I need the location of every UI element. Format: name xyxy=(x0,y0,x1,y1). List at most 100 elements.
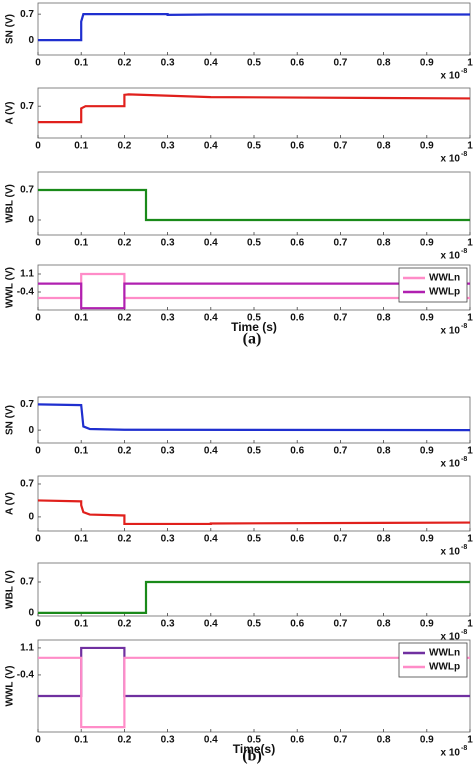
x-tick-label: 0.6 xyxy=(290,446,304,457)
x-tick-label: 0.2 xyxy=(117,141,131,152)
subplot: 0 0.1 0.2 0.3 0.4 0.5 0.6 0.7 0.8 0.9 1 0 0.7 WBL (V)… xyxy=(5,562,473,643)
x-tick-label: 0 xyxy=(35,238,41,249)
x-exponent: -8 xyxy=(461,544,467,551)
legend-label: WWLp xyxy=(429,662,460,673)
x-tick-label: 0.1 xyxy=(74,534,88,545)
x-tick-label: 0.8 xyxy=(377,238,391,249)
x-multiplier: x 10 xyxy=(441,326,461,337)
y-tick-label: 0 xyxy=(28,512,34,523)
plot-area xyxy=(37,396,471,444)
x-tick-label: 0.9 xyxy=(420,446,434,457)
plot-area xyxy=(37,562,471,617)
x-tick-label: 0.3 xyxy=(161,58,175,69)
x-tick-label: 0.5 xyxy=(247,735,261,746)
x-tick-label: 0.4 xyxy=(204,735,218,746)
x-tick-label: 0 xyxy=(35,313,41,324)
x-tick-label: 0.8 xyxy=(377,735,391,746)
x-tick-label: 0.1 xyxy=(74,238,88,249)
series-line xyxy=(38,646,470,698)
x-tick-label: 0.8 xyxy=(377,619,391,630)
x-tick-label: 0.9 xyxy=(420,141,434,152)
x-tick-label: 0.3 xyxy=(161,534,175,545)
x-tick-label: 0.1 xyxy=(74,58,88,69)
x-tick-label: 0 xyxy=(35,619,41,630)
x-tick-label: 1 xyxy=(467,58,473,69)
legend-label: WWLn xyxy=(429,648,460,659)
x-tick-label: 0.8 xyxy=(377,58,391,69)
subplot: 0 0.1 0.2 0.3 0.4 0.5 0.6 0.7 0.8 0.9 1 0 0.7 SN (V) x… xyxy=(5,2,473,82)
x-tick-label: 0.6 xyxy=(290,534,304,545)
subplot: 0 0.1 0.2 0.3 0.4 0.5 0.6 0.7 0.8 0.9 1 0 0.7 SN (V) x… xyxy=(5,396,473,470)
series-line xyxy=(38,282,470,310)
x-tick-label: 0.7 xyxy=(333,735,347,746)
x-axis-label: Time (s) xyxy=(231,320,277,334)
y-tick-label: 0 xyxy=(28,425,34,436)
x-tick-label: 0.1 xyxy=(74,735,88,746)
x-tick-label: 1 xyxy=(467,619,473,630)
x-tick-label: 0.7 xyxy=(333,141,347,152)
x-tick-label: 0.7 xyxy=(333,446,347,457)
x-tick-label: 0.9 xyxy=(420,58,434,69)
x-tick-label: 1 xyxy=(467,313,473,324)
x-tick-label: 0.3 xyxy=(161,238,175,249)
subplot: 0 0.1 0.2 0.3 0.4 0.5 0.6 0.7 0.8 0.9 1 0.7 A (V) x 1… xyxy=(5,87,473,165)
legend-label: WWLn xyxy=(429,273,460,284)
x-tick-label: 0.9 xyxy=(420,313,434,324)
y-tick-label: 0.7 xyxy=(20,185,34,196)
x-tick-label: 0.3 xyxy=(161,141,175,152)
x-tick-label: 0.4 xyxy=(204,313,218,324)
x-tick-label: 0 xyxy=(35,446,41,457)
x-multiplier: x 10 xyxy=(441,748,461,759)
y-axis-label: WBL (V) xyxy=(5,570,16,609)
x-tick-label: 0.2 xyxy=(117,238,131,249)
x-tick-label: 0.2 xyxy=(117,619,131,630)
x-tick-label: 0.7 xyxy=(333,534,347,545)
y-tick-label: 0.7 xyxy=(20,9,34,20)
series-line xyxy=(38,272,470,300)
y-tick-label: 1.1 xyxy=(20,269,34,280)
x-tick-label: 0.3 xyxy=(161,446,175,457)
x-tick-label: 0.7 xyxy=(333,619,347,630)
x-multiplier: x 10 xyxy=(441,547,461,558)
x-tick-label: 0.5 xyxy=(247,619,261,630)
y-tick-label: 0 xyxy=(28,608,34,619)
x-tick-label: 1 xyxy=(467,534,473,545)
x-tick-label: 0.7 xyxy=(333,238,347,249)
x-exponent: -8 xyxy=(461,151,467,158)
x-tick-label: 0.5 xyxy=(247,58,261,69)
x-tick-label: 0.4 xyxy=(204,446,218,457)
y-tick-label: 0.7 xyxy=(20,577,34,588)
x-tick-label: 0.4 xyxy=(204,238,218,249)
x-tick-label: 0.9 xyxy=(420,619,434,630)
series-line xyxy=(37,499,471,526)
series-line xyxy=(37,403,471,432)
x-tick-label: 0.2 xyxy=(117,446,131,457)
x-multiplier: x 10 xyxy=(441,459,461,470)
x-tick-label: 0.8 xyxy=(377,313,391,324)
plot-area xyxy=(37,639,471,733)
x-exponent: -8 xyxy=(461,248,467,255)
series-line xyxy=(38,93,471,124)
plot-area xyxy=(37,264,471,311)
legend-label: WWLp xyxy=(429,287,460,298)
x-tick-label: 0.6 xyxy=(290,141,304,152)
series-line xyxy=(38,656,470,729)
x-tick-label: 0.6 xyxy=(290,58,304,69)
x-tick-label: 0.8 xyxy=(377,141,391,152)
x-tick-label: 0.4 xyxy=(204,619,218,630)
x-tick-label: 0.1 xyxy=(74,313,88,324)
y-axis-label: WBL (V) xyxy=(5,184,16,223)
x-tick-label: 0.6 xyxy=(290,619,304,630)
x-multiplier: x 10 xyxy=(441,154,461,165)
x-tick-label: 0 xyxy=(35,58,41,69)
x-tick-label: 0.2 xyxy=(117,58,131,69)
y-axis-label: A (V) xyxy=(5,102,16,125)
series-line xyxy=(38,13,470,42)
x-tick-label: 0.7 xyxy=(333,313,347,324)
x-exponent: -8 xyxy=(461,456,467,463)
x-tick-label: 0.6 xyxy=(290,313,304,324)
x-tick-label: 0.6 xyxy=(290,238,304,249)
x-exponent: -8 xyxy=(461,745,467,752)
y-tick-label: 0 xyxy=(28,215,34,226)
plot-area xyxy=(37,87,471,139)
